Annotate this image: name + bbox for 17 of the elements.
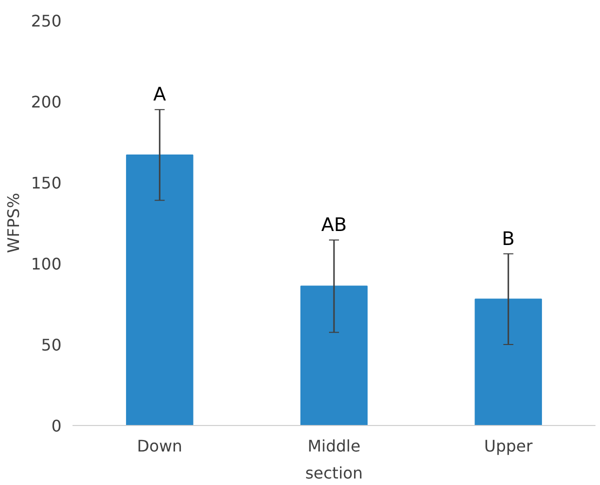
bar bbox=[126, 154, 194, 426]
x-tick-label: Upper bbox=[484, 436, 533, 456]
annotation: A bbox=[153, 84, 166, 106]
x-axis-title: section bbox=[305, 464, 363, 482]
y-tick-label: 200 bbox=[30, 92, 62, 112]
x-tick-label: Down bbox=[137, 436, 182, 456]
y-axis-title: WFPS% bbox=[4, 192, 23, 254]
y-tick-label: 150 bbox=[30, 174, 62, 192]
annotation: AB bbox=[321, 215, 347, 236]
x-tick-label: Middle bbox=[308, 436, 360, 456]
y-tick-label: 100 bbox=[30, 254, 62, 274]
annotation: B bbox=[502, 228, 515, 250]
y-tick-label: 0 bbox=[51, 416, 62, 436]
bar bbox=[300, 286, 368, 426]
y-tick-label: 250 bbox=[30, 12, 62, 30]
bar bbox=[474, 298, 542, 426]
y-tick-label: 50 bbox=[41, 336, 62, 354]
